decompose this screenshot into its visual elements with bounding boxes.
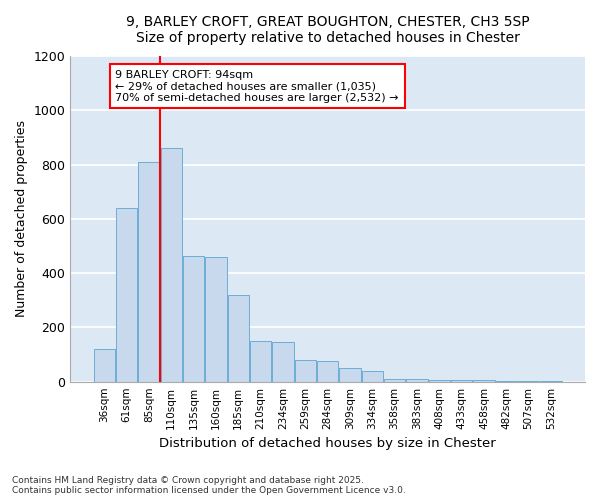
Bar <box>205 257 227 382</box>
Text: 9 BARLEY CROFT: 94sqm
← 29% of detached houses are smaller (1,035)
70% of semi-d: 9 BARLEY CROFT: 94sqm ← 29% of detached … <box>115 70 399 103</box>
Bar <box>116 208 137 382</box>
Bar <box>94 349 115 382</box>
Bar <box>518 381 539 382</box>
Bar <box>406 379 428 382</box>
X-axis label: Distribution of detached houses by size in Chester: Distribution of detached houses by size … <box>159 437 496 450</box>
Bar <box>496 381 517 382</box>
Bar <box>161 148 182 382</box>
Text: Contains HM Land Registry data © Crown copyright and database right 2025.
Contai: Contains HM Land Registry data © Crown c… <box>12 476 406 495</box>
Bar <box>317 362 338 382</box>
Bar <box>250 341 271 382</box>
Bar <box>451 380 472 382</box>
Bar <box>227 295 249 382</box>
Bar <box>429 380 450 382</box>
Bar <box>541 381 562 382</box>
Bar <box>362 371 383 382</box>
Y-axis label: Number of detached properties: Number of detached properties <box>15 120 28 318</box>
Title: 9, BARLEY CROFT, GREAT BOUGHTON, CHESTER, CH3 5SP
Size of property relative to d: 9, BARLEY CROFT, GREAT BOUGHTON, CHESTER… <box>126 15 529 45</box>
Bar <box>139 162 160 382</box>
Bar <box>340 368 361 382</box>
Bar <box>272 342 293 382</box>
Bar <box>473 380 494 382</box>
Bar <box>183 256 204 382</box>
Bar <box>384 379 405 382</box>
Bar <box>295 360 316 382</box>
